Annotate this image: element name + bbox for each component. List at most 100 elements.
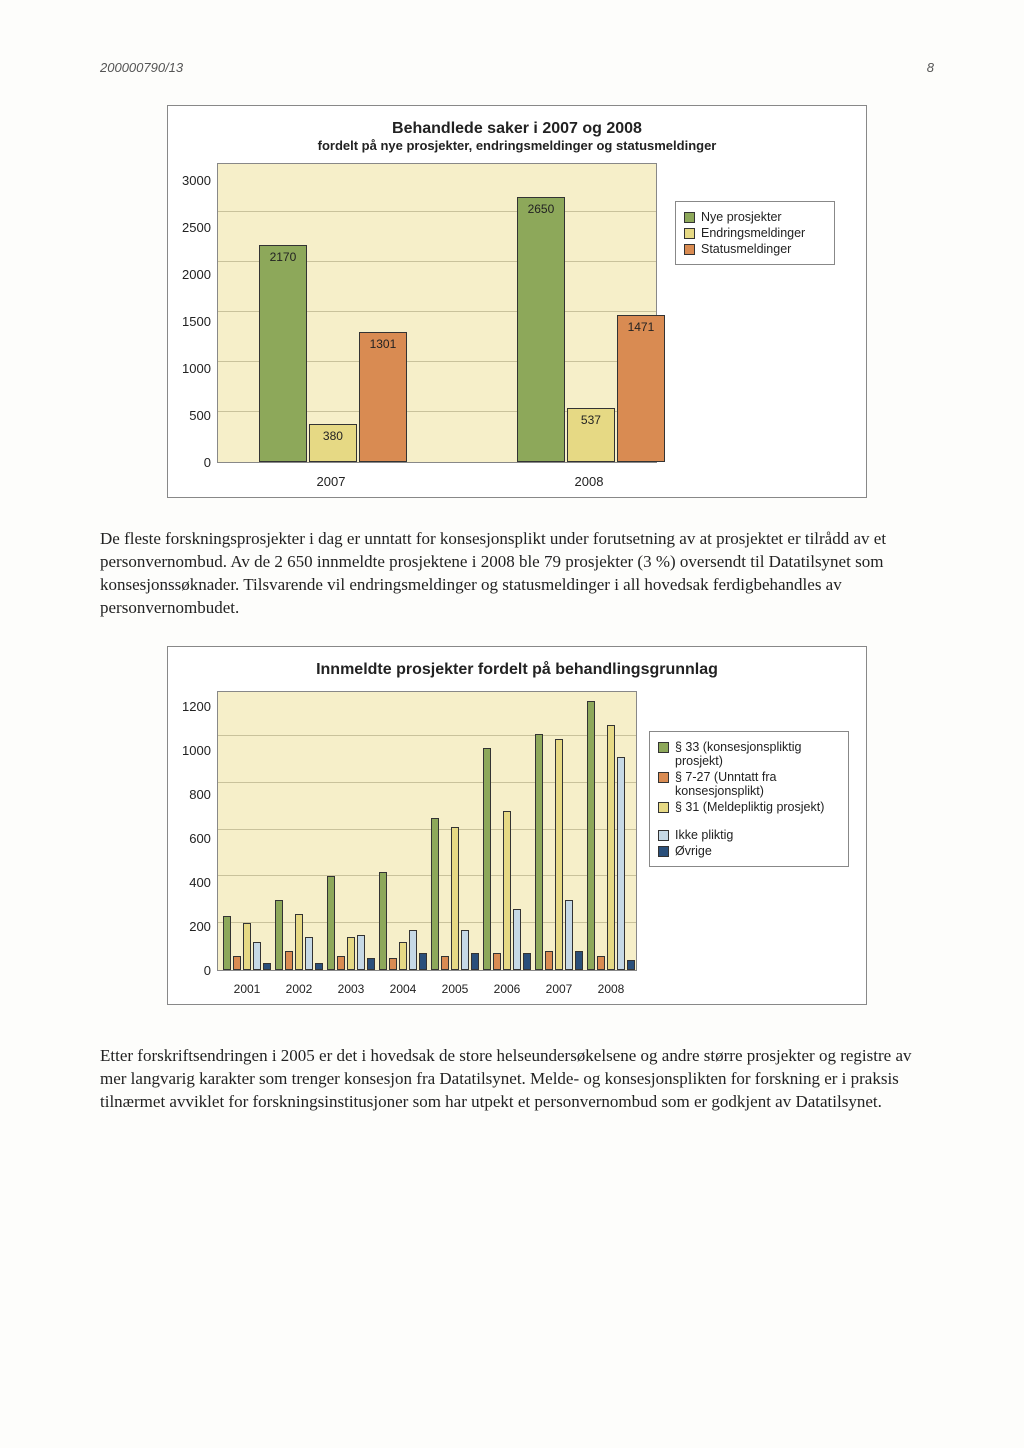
bar [233,956,241,970]
x-tick: 2004 [377,982,429,996]
y-tick: 2000 [182,267,211,282]
legend-label: § 7-27 (Unntatt fra konsesjonsplikt) [675,770,840,798]
chart2-y-axis: 120010008006004002000 [182,684,217,978]
x-tick: 2008 [515,474,663,489]
bar [607,725,615,970]
bar: 2650 [517,197,565,462]
legend-item: Ikke pliktig [658,828,840,842]
bar: 2170 [259,245,307,462]
x-tick: 2007 [533,982,585,996]
bar [389,958,397,970]
chart1-title: Behandlede saker i 2007 og 2008 [182,120,852,138]
bar [295,914,303,970]
bar [285,951,293,970]
bar-value-label: 1471 [628,320,655,334]
bar [587,701,595,969]
bar-group [482,748,532,970]
legend-label: Nye prosjekter [701,210,782,224]
legend-swatch [684,228,695,239]
bar [327,876,335,969]
legend-item: Endringsmeldinger [684,226,826,240]
x-tick: 2008 [585,982,637,996]
chart2-plot [217,691,637,971]
bar [575,951,583,970]
bar [357,935,365,970]
bar [617,757,625,969]
bar [409,930,417,970]
legend-item: § 31 (Meldepliktig prosjekt) [658,800,840,814]
bar [461,930,469,970]
bar [523,953,531,969]
bar-group [430,818,480,970]
bar [451,827,459,969]
y-tick: 800 [182,787,211,802]
bar [263,963,271,970]
x-tick: 2007 [257,474,405,489]
chart2-title: Innmeldte prosjekter fordelt på behandli… [182,661,852,679]
bar [223,916,231,970]
y-tick: 1500 [182,314,211,329]
bar-group [326,876,376,969]
legend-item: § 7-27 (Unntatt fra konsesjonsplikt) [658,770,840,798]
bar-group [586,701,636,969]
page-number: 8 [927,60,934,75]
y-tick: 500 [182,408,211,423]
y-tick: 1000 [182,743,211,758]
bar [483,748,491,970]
bar [419,953,427,969]
legend-swatch [658,772,669,783]
chart2-x-axis: 20012002200320042005200620072008 [217,982,637,996]
paragraph-1: De fleste forskningsprosjekter i dag er … [100,528,934,620]
legend-swatch [658,830,669,841]
x-tick: 2006 [481,982,533,996]
bar [379,872,387,970]
y-tick: 2500 [182,220,211,235]
bar [347,937,355,970]
y-tick: 0 [182,963,211,978]
chart1-subtitle: fordelt på nye prosjekter, endringsmeldi… [182,138,852,153]
bar [275,900,283,970]
bar [305,937,313,970]
chart1-legend: Nye prosjekter Endringsmeldinger Statusmel… [675,201,835,265]
bar-group [274,900,324,970]
bar-value-label: 2170 [270,250,297,264]
bar [627,960,635,969]
bar: 537 [567,408,615,462]
legend-label: Øvrige [675,844,712,858]
chart1-x-axis: 2007 2008 [217,474,663,489]
bar [337,956,345,970]
legend-swatch [684,212,695,223]
chart-innmeldte-prosjekter: Innmeldte prosjekter fordelt på behandli… [167,646,867,1005]
bar: 1301 [359,332,407,462]
x-tick: 2005 [429,982,481,996]
legend-label: Statusmeldinger [701,242,791,256]
bar [399,942,407,970]
bar-value-label: 380 [323,429,343,443]
chart1-y-axis: 300025002000150010005000 [182,156,217,470]
bar-group [378,872,428,970]
bar [431,818,439,970]
bar [367,958,375,970]
bar-group: 2650 537 1471 [516,197,666,462]
bar-value-label: 537 [581,413,601,427]
legend-swatch [658,846,669,857]
legend-swatch [658,802,669,813]
y-tick: 1200 [182,699,211,714]
bar [493,953,501,969]
y-tick: 0 [182,455,211,470]
bar [535,734,543,970]
chart2-legend: § 33 (konsesjonspliktig prosjekt)§ 7-27 … [649,731,849,867]
bar-group [534,734,584,970]
bar-value-label: 2650 [528,202,555,216]
chart-behandlede-saker: Behandlede saker i 2007 og 2008 fordelt … [167,105,867,498]
bar [471,953,479,969]
y-tick: 600 [182,831,211,846]
page-header: 200000790/13 8 [100,60,934,75]
legend-swatch [684,244,695,255]
legend-item: § 33 (konsesjonspliktig prosjekt) [658,740,840,768]
bar-value-label: 1301 [370,337,397,351]
legend-item: Øvrige [658,844,840,858]
y-tick: 200 [182,919,211,934]
bar [315,963,323,970]
chart1-plot: 2170 380 1301 2650 537 1471 [217,163,657,463]
